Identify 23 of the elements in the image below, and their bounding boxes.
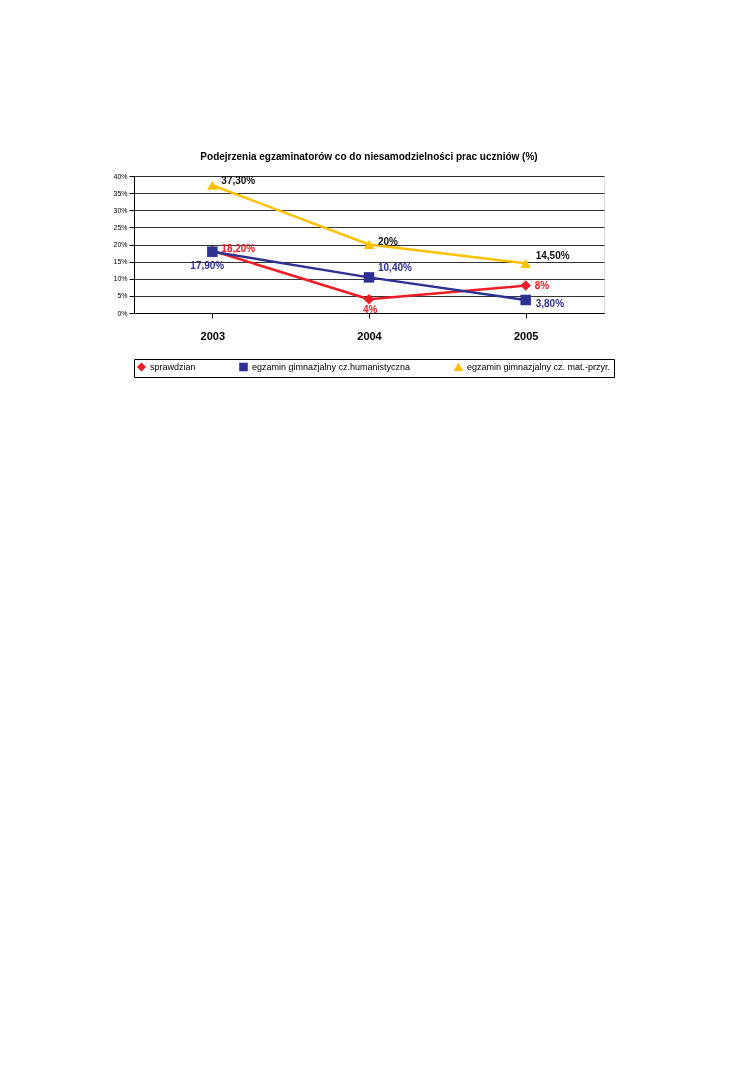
data-label: 20% [378, 235, 399, 247]
data-label: 17,90% [190, 259, 225, 271]
x-tick-label: 2005 [513, 329, 539, 342]
point [520, 258, 531, 268]
x-tick-label: 2003 [200, 329, 226, 342]
point [207, 180, 218, 190]
x-tick-label: 2004 [357, 329, 383, 342]
point [520, 280, 531, 291]
data-label: 8% [534, 279, 550, 291]
point [363, 239, 375, 250]
data-label: 3,80% [535, 297, 565, 309]
chart-title: Podejrzenia egzaminatorów co do niesamodzielności prac uczniów (%) [200, 151, 538, 162]
legend-label: egzamin gimnazjalny cz. mat.-przyr. [467, 362, 611, 373]
point [363, 272, 375, 283]
point [363, 294, 375, 305]
legend-label: sprawdzian [150, 361, 196, 372]
point [520, 294, 531, 306]
data-label: 37,30% [221, 175, 256, 187]
data-label: 14,50% [535, 250, 570, 262]
legend-label: egzamin gimnazjalny cz.humanistyczna [252, 361, 411, 372]
data-label: 18,20% [221, 242, 256, 254]
data-label: 4% [363, 304, 378, 316]
data-label: 10,40% [378, 262, 413, 274]
